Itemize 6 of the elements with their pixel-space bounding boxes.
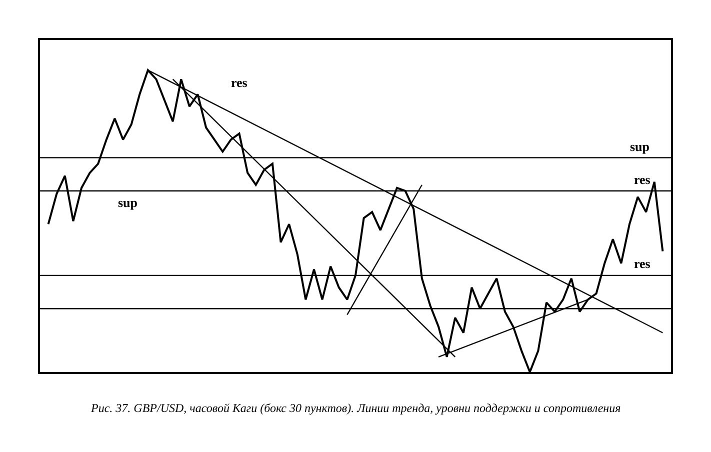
- annotation: res: [231, 75, 248, 90]
- text: Рис. 37. GBP/USD, часовой Каги (бокс 30 пунктов). Линии тренда, уровни поддержки и сопротивления: [90, 401, 622, 415]
- annotation: sup: [118, 195, 138, 210]
- ref-line-label: res: [634, 256, 650, 271]
- ref-line-label: res: [634, 172, 650, 187]
- ref-line-label: sup: [630, 139, 650, 154]
